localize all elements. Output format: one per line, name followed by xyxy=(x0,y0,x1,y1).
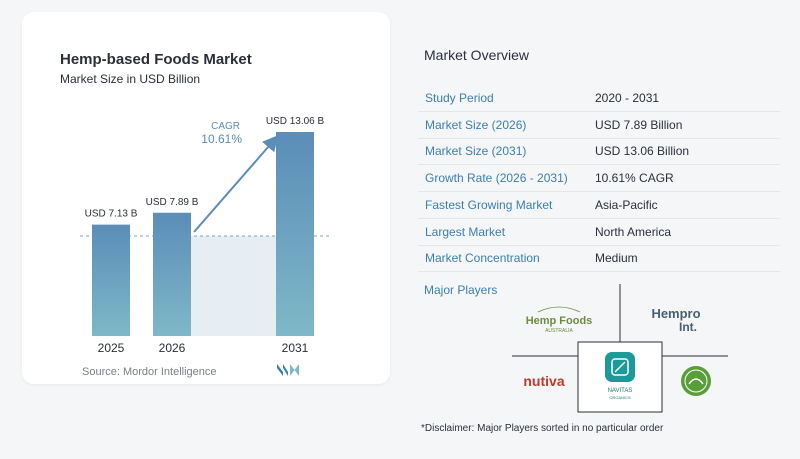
svg-text:Hemp Foods: Hemp Foods xyxy=(526,315,593,327)
overview-row-value: 10.61% CAGR xyxy=(595,171,674,186)
svg-text:Int.: Int. xyxy=(679,320,697,334)
hempro-int-logo: Hempro Int. xyxy=(651,306,700,334)
mordor-intelligence-logo xyxy=(277,364,299,376)
svg-text:NAVITAS: NAVITAS xyxy=(608,388,633,394)
overview-row-value: Asia-Pacific xyxy=(595,197,658,212)
bar-2031 xyxy=(276,132,314,336)
overview-row: Fastest Growing Market Asia-Pacific xyxy=(418,192,780,219)
x-tick-label: 2031 xyxy=(282,341,309,355)
overview-row: Market Concentration Medium xyxy=(418,245,780,273)
overview-row: Market Size (2026) USD 7.89 Billion xyxy=(418,112,780,139)
overview-title: Market Overview xyxy=(424,47,530,63)
cagr-label: CAGR xyxy=(211,121,240,132)
svg-text:AUSTRALIA: AUSTRALIA xyxy=(545,328,573,334)
bar-data-label: USD 7.13 B xyxy=(85,209,138,220)
svg-text:Hempro: Hempro xyxy=(651,306,700,321)
chart-title: Hemp-based Foods Market xyxy=(60,51,252,68)
navitas-organics-logo: NAVITAS ORGANICS xyxy=(605,352,635,400)
svg-text:nutiva: nutiva xyxy=(523,373,564,389)
major-players-title: Major Players xyxy=(424,283,498,297)
overview-row: Largest Market North America xyxy=(418,219,780,246)
bar-data-label: USD 13.06 B xyxy=(266,116,325,127)
disclaimer: *Disclaimer: Major Players sorted in no … xyxy=(421,423,664,434)
overview-row-label: Market Concentration xyxy=(425,251,540,266)
nutiva-logo: nutiva xyxy=(523,373,564,389)
overview-row-label: Market Size (2031) xyxy=(425,144,527,159)
svg-text:ORGANICS: ORGANICS xyxy=(609,395,631,400)
bar-2025 xyxy=(92,224,130,336)
cagr-value: 10.61% xyxy=(201,132,242,146)
x-tick-label: 2025 xyxy=(98,341,125,355)
x-tick-label: 2026 xyxy=(159,341,186,355)
overview-row-label: Largest Market xyxy=(425,224,506,239)
overview-row-label: Fastest Growing Market xyxy=(425,197,553,212)
overview-row-value: USD 7.89 Billion xyxy=(595,117,683,132)
overview-row-label: Study Period xyxy=(425,91,494,105)
manitoba-harvest-logo xyxy=(681,366,711,396)
hemp-foods-australia-logo: Hemp Foods AUSTRALIA xyxy=(526,306,593,334)
overview-row-value: North America xyxy=(595,224,672,239)
chart-subtitle: Market Size in USD Billion xyxy=(60,72,201,86)
bar-data-label: USD 7.89 B xyxy=(146,197,199,208)
overview-row-value: 2020 - 2031 xyxy=(595,91,660,105)
overview-row-value: USD 13.06 Billion xyxy=(595,144,690,159)
overview-row-value: Medium xyxy=(595,251,638,266)
overview-row-label: Growth Rate (2026 - 2031) xyxy=(425,171,568,186)
source-text: Source: Mordor Intelligence xyxy=(82,366,217,378)
overview-row: Growth Rate (2026 - 2031) 10.61% CAGR xyxy=(418,165,780,193)
overview-row-label: Market Size (2026) xyxy=(425,117,527,132)
bar-2026 xyxy=(153,212,191,336)
overview-row: Study Period 2020 - 2031 xyxy=(418,85,780,112)
cagr-arrow xyxy=(193,134,279,233)
bar-chart: USD 7.13 B 2025 USD 7.89 B 2026 USD 13.06 B 2… xyxy=(80,116,330,355)
overview-row: Market Size (2031) USD 13.06 Billion xyxy=(418,138,780,166)
